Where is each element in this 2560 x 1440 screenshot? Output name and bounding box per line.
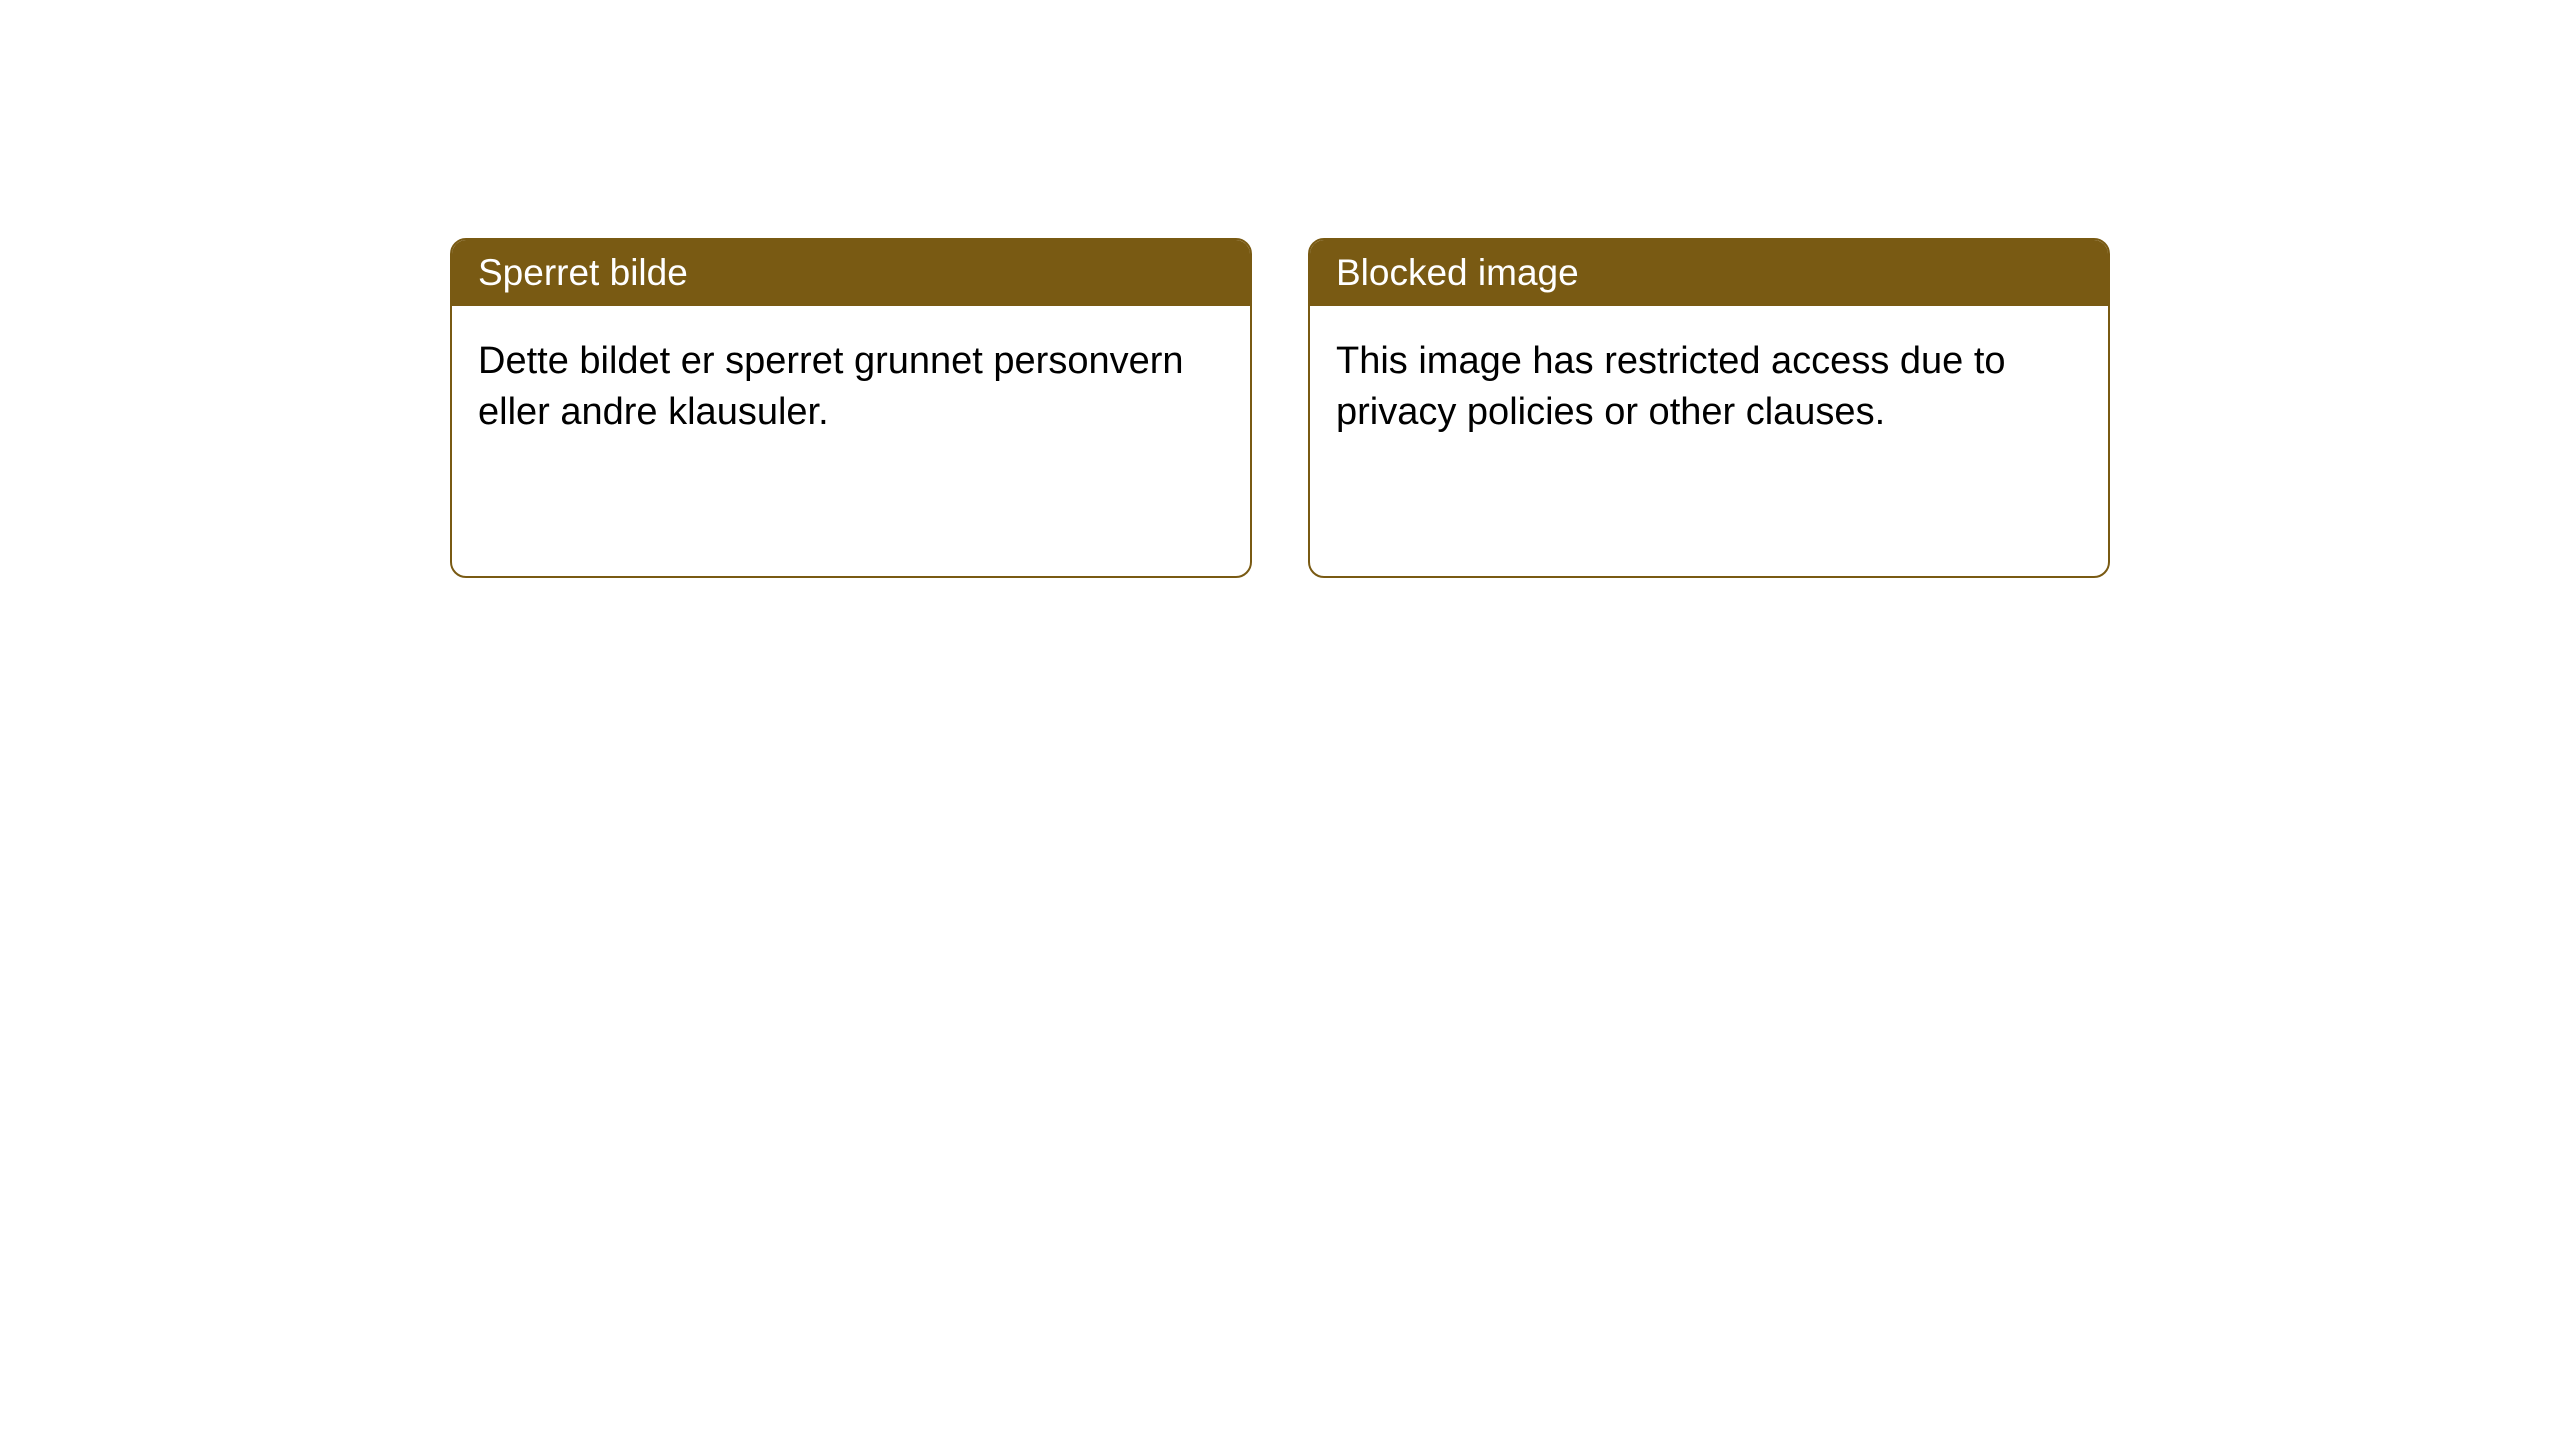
notice-body-text: This image has restricted access due to … [1336, 340, 2006, 433]
notice-title: Blocked image [1336, 252, 1579, 293]
notice-title: Sperret bilde [478, 252, 688, 293]
notice-card-english: Blocked image This image has restricted … [1308, 238, 2110, 578]
notice-body-text: Dette bildet er sperret grunnet personve… [478, 340, 1184, 433]
notice-container: Sperret bilde Dette bildet er sperret gr… [0, 0, 2560, 578]
notice-card-norwegian: Sperret bilde Dette bildet er sperret gr… [450, 238, 1252, 578]
notice-header: Sperret bilde [452, 240, 1250, 306]
notice-body: Dette bildet er sperret grunnet personve… [452, 306, 1250, 576]
notice-body: This image has restricted access due to … [1310, 306, 2108, 576]
notice-header: Blocked image [1310, 240, 2108, 306]
